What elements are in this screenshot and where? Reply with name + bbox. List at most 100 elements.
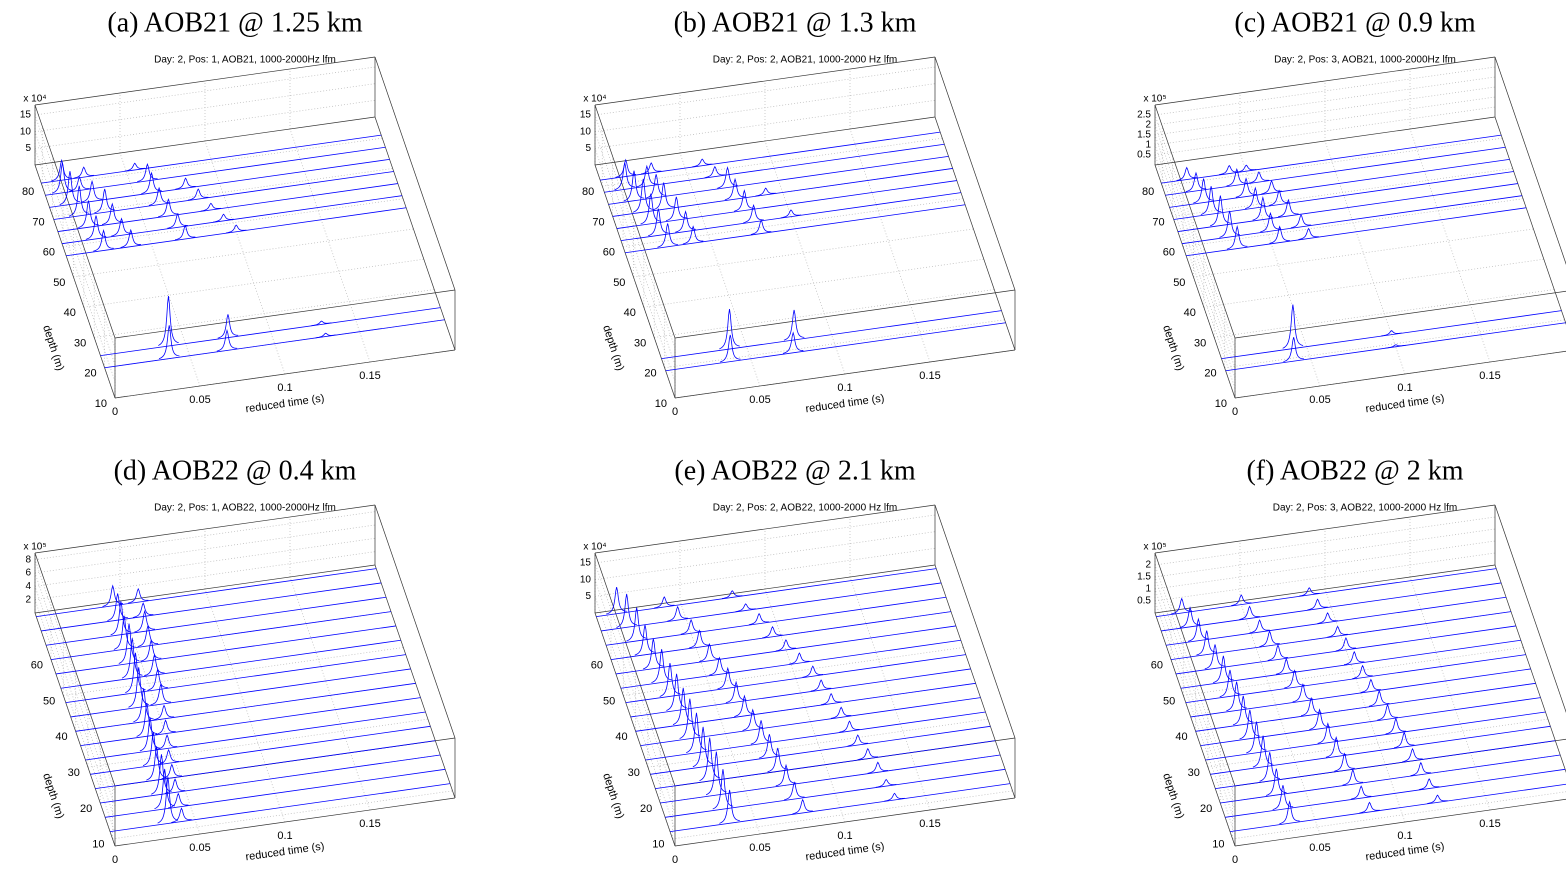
axes-box (1494, 56, 1566, 265)
x-tick-label: 0.15 (1479, 370, 1500, 382)
y-tick-label: 50 (1173, 277, 1185, 289)
trace-peak (150, 682, 171, 706)
trace-peak (1244, 186, 1266, 210)
grid-line (289, 576, 371, 811)
trace-baseline (1215, 740, 1556, 790)
axes-box (674, 289, 1016, 339)
axes-box (934, 564, 1016, 799)
y-tick-label: 40 (55, 731, 67, 743)
trace-baseline (620, 192, 962, 242)
y-axis-label: depth (m) (1160, 772, 1186, 820)
trace-peak (820, 692, 842, 706)
grid-line (34, 66, 376, 116)
grid-line (679, 600, 761, 835)
trace-peak (154, 768, 175, 810)
trace-peak (68, 185, 90, 217)
axes-box (934, 56, 1016, 291)
grid-line (73, 228, 414, 278)
y-tick-label: 80 (582, 186, 594, 198)
grid-line (594, 514, 936, 564)
trace-peak (672, 687, 694, 725)
trace-peak (762, 626, 783, 639)
grid-line (63, 198, 404, 248)
panel-caption: (f) AOB22 @ 2 km (1246, 455, 1463, 486)
trace-peak (1278, 198, 1299, 218)
axes-box (674, 797, 1016, 847)
axes-box (114, 797, 456, 847)
trace-peak (1327, 625, 1348, 638)
trace-peak (1249, 619, 1270, 634)
axes-box (594, 164, 676, 399)
grid-line (1203, 258, 1544, 308)
z-tick-label: 0.5 (1137, 596, 1151, 607)
trace-peak (666, 673, 687, 711)
trace-peak (1385, 344, 1406, 349)
trace-baseline (1175, 625, 1516, 675)
trace-peak (847, 734, 869, 747)
y-tick-label: 30 (1194, 337, 1206, 349)
grid-line (34, 148, 116, 382)
panel-title: Day: 2, Pos: 3, AOB21, 1000-2000Hz lfm (1274, 55, 1456, 66)
axes-box (594, 552, 676, 787)
trace-peak (1259, 752, 1280, 782)
x-tick-label: 0 (112, 406, 118, 418)
grid-line (34, 559, 116, 793)
axes-box (1494, 564, 1566, 773)
grid-line (34, 524, 376, 574)
trace-peak (1393, 731, 1415, 749)
axes-box (1494, 504, 1566, 713)
axes-box (594, 564, 936, 614)
grid-line (594, 131, 676, 365)
panel-title: Day: 2, Pos: 2, AOB21, 1000-2000 Hz lfm (713, 55, 898, 66)
grid-line (1154, 144, 1236, 379)
axes-box (1154, 564, 1496, 614)
trace-peak (802, 665, 823, 678)
z-tick-label: 10 (20, 126, 32, 137)
panel-title: Day: 2, Pos: 1, AOB22, 1000-2000Hz lfm (154, 503, 336, 514)
grid-line (34, 131, 116, 365)
trace-peak (1239, 709, 1261, 740)
grid-line (1154, 106, 1496, 156)
y-tick-label: 70 (592, 216, 604, 228)
trace-peak (1352, 664, 1373, 680)
z-tick-label: 6 (25, 568, 31, 579)
y-tick-label: 30 (1188, 767, 1200, 779)
x-tick-label: 0.05 (1309, 394, 1330, 406)
trace-baseline (90, 725, 431, 775)
trace-peak (52, 162, 73, 194)
grid-line (34, 99, 376, 149)
trace-peak (712, 769, 734, 810)
grid-line (1154, 114, 1236, 349)
z-tick-label: 10 (580, 126, 592, 137)
x-axis-label: reduced time (s) (805, 392, 885, 415)
trace-peak (830, 706, 852, 719)
trace-peak (648, 208, 669, 237)
axes-box (374, 504, 456, 739)
trace-peak (171, 807, 192, 823)
trace-peak (1230, 594, 1252, 607)
trace-peak (743, 204, 764, 224)
x-tick-label: 0 (112, 854, 118, 866)
trace-peak (164, 778, 186, 794)
trace-peak (155, 719, 176, 735)
trace-peak (1410, 761, 1432, 777)
y-tick-label: 70 (32, 216, 44, 228)
trace-peak (653, 596, 675, 609)
x-tick-label: 0.1 (837, 830, 852, 842)
trace-baseline (1173, 171, 1514, 220)
grid-line (1183, 647, 1524, 696)
z-tick-label: 0.5 (1137, 150, 1151, 161)
trace-baseline (75, 682, 416, 732)
axes-box (34, 552, 116, 787)
panel-caption: (b) AOB21 @ 1.3 km (674, 7, 917, 38)
y-axis-label: depth (m) (600, 324, 626, 372)
axes-box (34, 164, 116, 399)
z-scale-label: x 10⁴ (583, 542, 606, 553)
trace-baseline (104, 319, 445, 369)
y-tick-label: 20 (80, 803, 92, 815)
y-tick-label: 60 (1163, 247, 1175, 259)
trace-baseline (1186, 207, 1527, 257)
trace-peak (789, 652, 810, 665)
y-tick-label: 40 (64, 307, 76, 319)
grid-line (594, 579, 676, 813)
